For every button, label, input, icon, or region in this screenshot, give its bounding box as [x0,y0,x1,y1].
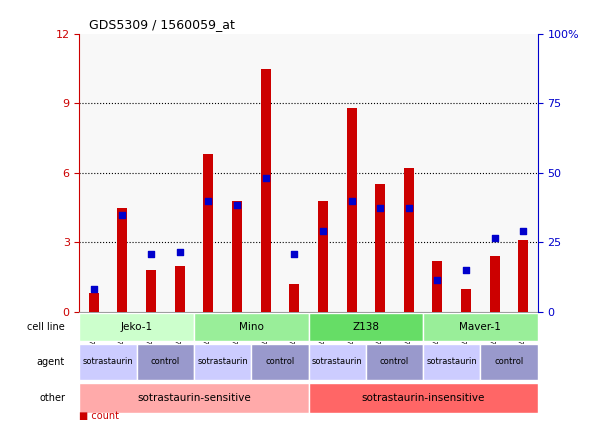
Point [89,286,98,292]
Point [346,198,356,204]
Point [290,251,299,258]
Bar [146,270,156,312]
FancyBboxPatch shape [137,344,194,379]
Text: other: other [39,393,65,403]
Bar [89,294,99,312]
Bar [518,240,529,312]
Bar [175,266,185,312]
Text: Jeko-1: Jeko-1 [120,322,153,332]
Text: sotrastaurin: sotrastaurin [197,357,248,366]
Text: control: control [494,357,524,366]
FancyBboxPatch shape [194,344,251,379]
Point [261,174,271,181]
Bar [117,208,128,312]
Bar [404,168,414,312]
Text: control: control [265,357,295,366]
Point [461,267,471,274]
Text: sotrastaurin: sotrastaurin [82,357,133,366]
Point [375,204,385,211]
Point [404,204,414,211]
Point [117,211,127,218]
Point [232,202,242,209]
Bar [260,69,271,312]
Text: Mino: Mino [239,322,264,332]
Text: agent: agent [37,357,65,367]
Text: cell line: cell line [27,322,65,332]
Text: control: control [151,357,180,366]
Text: Z138: Z138 [353,322,379,332]
Bar [461,289,471,312]
Point [175,248,185,255]
Point [519,228,529,234]
FancyBboxPatch shape [423,313,538,341]
FancyBboxPatch shape [366,344,423,379]
FancyBboxPatch shape [194,313,309,341]
Point [203,198,213,204]
FancyBboxPatch shape [79,313,194,341]
Text: sotrastaurin: sotrastaurin [312,357,362,366]
Text: sotrastaurin: sotrastaurin [426,357,477,366]
FancyBboxPatch shape [79,344,137,379]
Bar [232,201,242,312]
Bar [346,108,357,312]
Bar [318,201,328,312]
Text: ■ count: ■ count [79,411,119,421]
Point [490,234,500,241]
FancyBboxPatch shape [480,344,538,379]
Text: sotrastaurin-sensitive: sotrastaurin-sensitive [137,393,251,403]
Point [318,228,327,234]
FancyBboxPatch shape [79,383,309,413]
Text: GDS5309 / 1560059_at: GDS5309 / 1560059_at [89,18,235,31]
Text: control: control [380,357,409,366]
Text: sotrastaurin-insensitive: sotrastaurin-insensitive [362,393,485,403]
FancyBboxPatch shape [309,344,366,379]
FancyBboxPatch shape [423,344,480,379]
Point [433,276,442,283]
Bar [489,256,500,312]
FancyBboxPatch shape [309,313,423,341]
Point [146,251,156,258]
FancyBboxPatch shape [251,344,309,379]
Bar [433,261,442,312]
Bar [289,284,299,312]
FancyBboxPatch shape [309,383,538,413]
Bar [375,184,385,312]
Bar [203,154,213,312]
Text: Maver-1: Maver-1 [459,322,502,332]
